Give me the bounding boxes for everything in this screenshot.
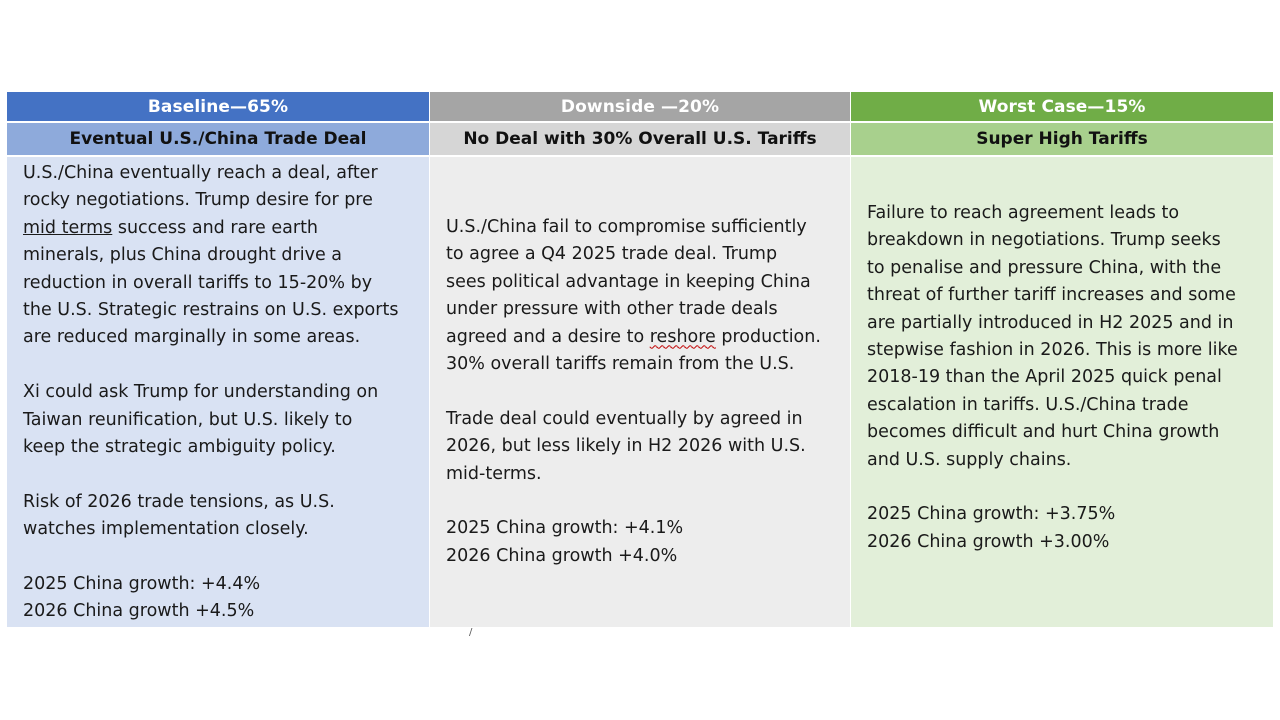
text-line: and U.S. supply chains. <box>867 449 1072 470</box>
text-line: to penalise and pressure China, with the <box>867 257 1222 278</box>
growth-2026: 2026 China growth +3.00% <box>867 531 1110 552</box>
stray-mark: / <box>469 627 473 638</box>
baseline-subheader: Eventual U.S./China Trade Deal <box>7 121 429 157</box>
text-line: under pressure with other trade deals <box>446 299 778 320</box>
text-line: Trade deal could eventually by agreed in <box>446 408 803 429</box>
text-line: are partially introduced in H2 2025 and … <box>867 312 1234 333</box>
text-line: Failure to reach agreement leads to <box>867 203 1180 223</box>
worst-case-body: Failure to reach agreement leads to brea… <box>851 157 1273 627</box>
worst-case-growth: 2025 China growth: +3.75% 2026 China gro… <box>867 501 1259 556</box>
text-line: Taiwan reunification, but U.S. likely to <box>23 409 353 430</box>
growth-2026: 2026 China growth +4.5% <box>23 601 255 622</box>
text-line: threat of further tariff increases and s… <box>867 285 1236 306</box>
paragraph-gap <box>446 488 836 515</box>
text-line: U.S./China fail to compromise sufficient… <box>446 217 807 237</box>
text-line: becomes difficult and hurt China growth <box>867 422 1220 443</box>
worst-case-header: Worst Case—15% <box>851 92 1273 121</box>
downside-column: Downside —20% No Deal with 30% Overall U… <box>429 92 850 627</box>
growth-2025: 2025 China growth: +4.1% <box>446 518 684 539</box>
baseline-header: Baseline—65% <box>7 92 429 121</box>
text-line: 2026, but less likely in H2 2026 with U.… <box>446 436 806 457</box>
text-line: agreed and a desire to reshore productio… <box>446 324 836 351</box>
downside-header: Downside —20% <box>430 92 850 121</box>
paragraph-gap <box>23 461 415 488</box>
text-line: are reduced marginally in some areas. <box>23 327 361 348</box>
text-line: mid terms success and rare earth <box>23 215 415 242</box>
growth-2025: 2025 China growth: +4.4% <box>23 574 261 595</box>
text-line: stepwise fashion in 2026. This is more l… <box>867 340 1238 361</box>
paragraph-gap <box>23 352 415 379</box>
paragraph-gap <box>867 474 1259 501</box>
text-fragment: production. <box>715 326 821 347</box>
paragraph-gap <box>23 544 415 571</box>
worst-case-column: Worst Case—15% Super High Tariffs Failur… <box>850 92 1273 627</box>
growth-2026: 2026 China growth +4.0% <box>446 545 678 566</box>
text-line: sees political advantage in keeping Chin… <box>446 271 811 292</box>
text-line: the U.S. Strategic restrains on U.S. exp… <box>23 300 399 321</box>
text-line: rocky negotiations. Trump desire for pre <box>23 190 373 211</box>
downside-paragraph-1: U.S./China fail to compromise sufficient… <box>446 214 836 378</box>
baseline-paragraph-2: Xi could ask Trump for understanding on … <box>23 379 415 461</box>
text-line: escalation in tariffs. U.S./China trade <box>867 394 1189 415</box>
growth-2025: 2025 China growth: +3.75% <box>867 504 1116 525</box>
text-line: watches implementation closely. <box>23 519 309 540</box>
text-line: reduction in overall tariffs to 15-20% b… <box>23 272 373 293</box>
text-line: keep the strategic ambiguity policy. <box>23 437 336 458</box>
text-fragment: success and rare earth <box>112 217 319 238</box>
spellcheck-flagged-word: reshore <box>649 326 716 347</box>
text-line: 2018-19 than the April 2025 quick penal <box>867 367 1222 388</box>
baseline-body: U.S./China eventually reach a deal, afte… <box>7 157 429 627</box>
worst-case-paragraph-1: Failure to reach agreement leads to brea… <box>867 200 1259 474</box>
downside-body: U.S./China fail to compromise sufficient… <box>430 157 850 627</box>
baseline-paragraph-1: U.S./China eventually reach a deal, afte… <box>23 160 415 352</box>
worst-case-subheader: Super High Tariffs <box>851 121 1273 157</box>
text-line: minerals, plus China drought drive a <box>23 245 342 266</box>
text-line: mid-terms. <box>446 463 542 484</box>
baseline-column: Baseline—65% Eventual U.S./China Trade D… <box>7 92 429 627</box>
text-line: to agree a Q4 2025 trade deal. Trump <box>446 244 778 265</box>
text-line: Risk of 2026 trade tensions, as U.S. <box>23 491 335 512</box>
baseline-growth: 2025 China growth: +4.4% 2026 China grow… <box>23 571 415 626</box>
downside-paragraph-2: Trade deal could eventually by agreed in… <box>446 406 836 488</box>
text-line: U.S./China eventually reach a deal, afte… <box>23 163 378 183</box>
paragraph-gap <box>446 378 836 405</box>
downside-growth: 2025 China growth: +4.1% 2026 China grow… <box>446 515 836 570</box>
scenario-table: Baseline—65% Eventual U.S./China Trade D… <box>7 92 1273 627</box>
text-line: 30% overall tariffs remain from the U.S. <box>446 354 795 375</box>
text-fragment: agreed and a desire to <box>446 326 650 347</box>
underlined-text: mid terms <box>23 217 113 238</box>
text-line: Xi could ask Trump for understanding on <box>23 382 379 403</box>
downside-subheader: No Deal with 30% Overall U.S. Tariffs <box>430 121 850 157</box>
baseline-paragraph-3: Risk of 2026 trade tensions, as U.S. wat… <box>23 489 415 544</box>
text-line: breakdown in negotiations. Trump seeks <box>867 230 1221 251</box>
